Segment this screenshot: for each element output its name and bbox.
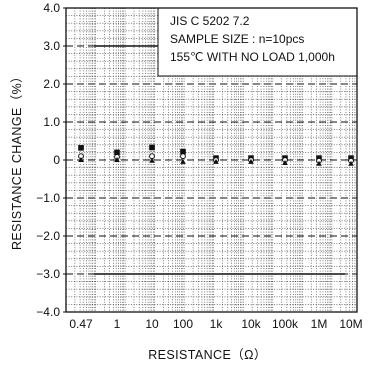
annotation-box: JIS C 5202 7.2 SAMPLE SIZE : n=10pcs 155℃ … — [157, 7, 358, 77]
y-tick-label: 2.0 — [43, 77, 60, 91]
triangle-marker — [180, 158, 186, 164]
y-tick-label: 1.0 — [43, 115, 60, 129]
triangle-marker — [149, 157, 155, 163]
annotation-frame — [157, 7, 358, 77]
square-marker — [78, 145, 84, 151]
x-tick-label: 10k — [241, 317, 261, 331]
y-tick-label: 0 — [53, 153, 60, 167]
x-tick-label: 10 — [145, 317, 159, 331]
y-tick-label: −1.0 — [36, 191, 60, 205]
x-tick-label: 0.47 — [69, 317, 93, 331]
annotation-line: JIS C 5202 7.2 — [170, 14, 250, 28]
y-tick-label: 4.0 — [43, 1, 60, 15]
triangle-marker — [213, 158, 219, 164]
triangle-marker — [248, 158, 254, 164]
x-tick-label: 1 — [114, 317, 121, 331]
annotation-line: SAMPLE SIZE : n=10pcs — [170, 32, 304, 46]
x-tick-label: 100k — [272, 317, 299, 331]
x-tick-label: 1M — [311, 317, 328, 331]
x-tick-label: 10M — [339, 317, 362, 331]
square-marker — [114, 149, 120, 156]
square-marker — [180, 148, 186, 155]
y-tick-label: −3.0 — [36, 267, 60, 281]
y-tick-label: −2.0 — [36, 229, 60, 243]
x-axis-label: RESISTANCE（Ω） — [148, 348, 267, 362]
y-tick-label: 3.0 — [43, 39, 60, 53]
x-tick-label: 1k — [210, 317, 224, 331]
triangle-marker — [282, 160, 288, 166]
circle-marker — [180, 153, 186, 160]
annotation-line: 155℃ WITH NO LOAD 1,000h — [170, 50, 335, 64]
square-marker — [149, 144, 155, 151]
triangle-marker — [316, 160, 322, 166]
x-tick-label: 100 — [173, 317, 193, 331]
triangle-marker — [114, 157, 120, 162]
data-markers — [78, 144, 354, 166]
triangle-marker — [348, 160, 354, 166]
y-tick-labels: 4.0 3.0 2.0 1.0 0 −1.0 −2.0 −3.0 −4.0 — [36, 1, 66, 319]
y-axis-label: RESISTANCE CHANGE（%） — [10, 70, 24, 250]
triangle-marker — [78, 157, 84, 162]
x-tick-labels: 0.47 1 10 100 1k 10k 100k 1M 10M — [69, 317, 362, 331]
y-tick-label: −4.0 — [36, 305, 60, 319]
